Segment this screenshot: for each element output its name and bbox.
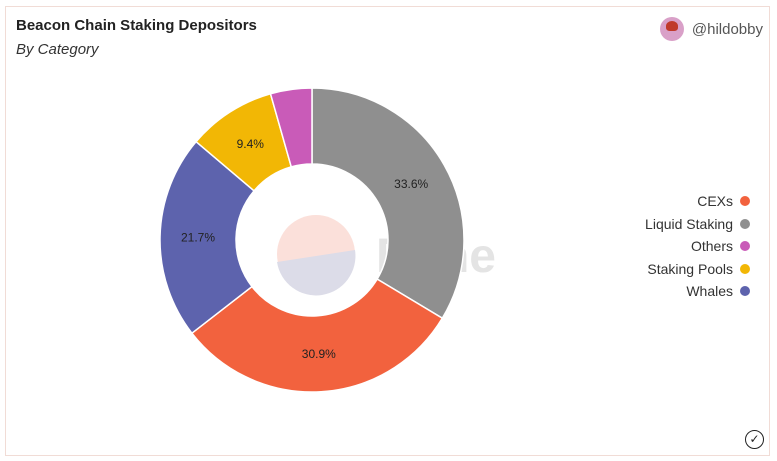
- legend-item[interactable]: CEXs: [645, 190, 750, 213]
- legend-dot-icon: [740, 196, 750, 207]
- legend-dot-icon: [740, 263, 750, 274]
- chart-card: [5, 6, 770, 456]
- legend-label: Liquid Staking: [645, 215, 733, 232]
- legend-dot-icon: [740, 286, 750, 297]
- legend-label: Others: [690, 238, 733, 255]
- chart-subtitle: By Category: [16, 41, 99, 58]
- slice-others[interactable]: [269, 87, 313, 168]
- legend-dot-icon: [740, 218, 750, 229]
- legend-dot-icon: [740, 241, 750, 252]
- check-circle-icon[interactable]: ✓: [745, 430, 764, 449]
- author-link[interactable]: @hildobby: [659, 17, 763, 41]
- legend: CEXs Liquid Staking Others Staking Pools Wha…: [645, 190, 750, 303]
- data-label: 21.7%: [181, 230, 215, 244]
- dune-logo-lower: [277, 250, 356, 296]
- data-label: 9.4%: [237, 137, 265, 151]
- legend-item[interactable]: Whales: [645, 280, 750, 303]
- legend-label: Whales: [686, 283, 733, 300]
- legend-item[interactable]: Others: [645, 235, 750, 258]
- data-label: 33.6%: [394, 177, 428, 191]
- legend-item[interactable]: Liquid Staking: [645, 213, 750, 236]
- author-name: @hildobby: [691, 20, 763, 38]
- slice-liquid-staking[interactable]: [311, 87, 465, 320]
- legend-label: CEXs: [697, 193, 733, 210]
- chart-title: Beacon Chain Staking Depositors: [16, 17, 257, 34]
- legend-label: Staking Pools: [647, 260, 733, 277]
- legend-item[interactable]: Staking Pools: [645, 258, 750, 281]
- data-label: 30.9%: [302, 347, 336, 361]
- avatar: [659, 17, 684, 41]
- slice-whales[interactable]: [159, 140, 256, 335]
- slice-cexs[interactable]: [190, 278, 444, 393]
